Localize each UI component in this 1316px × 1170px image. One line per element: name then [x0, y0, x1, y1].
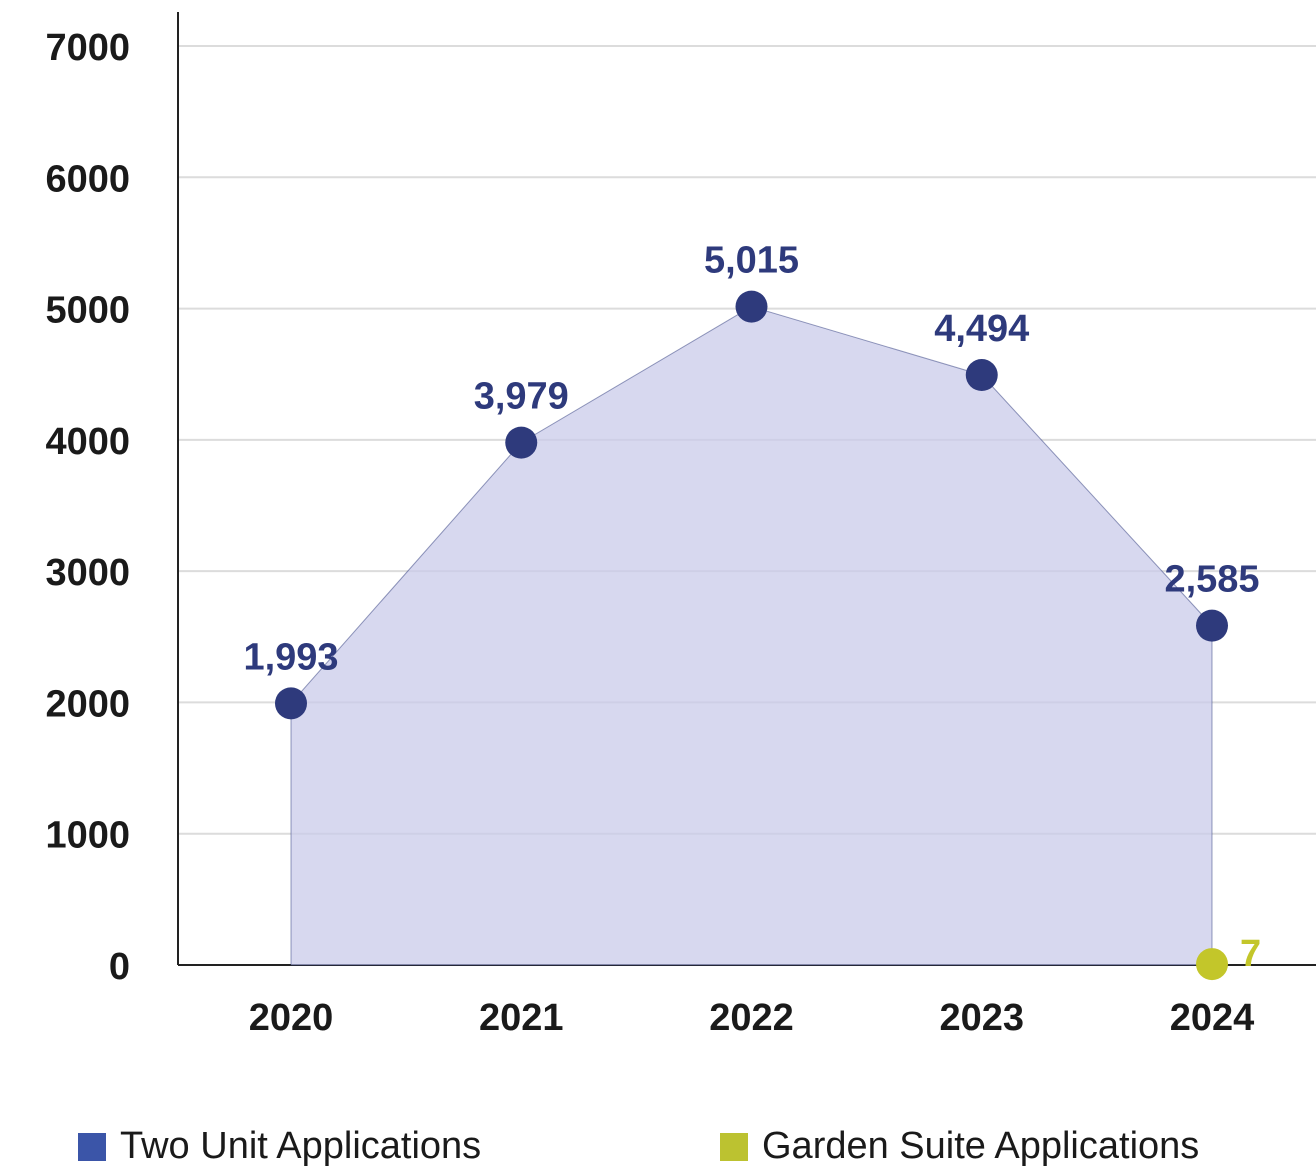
y-tick-label: 5000 [45, 290, 130, 332]
x-tick-label: 2024 [1170, 997, 1255, 1039]
legend-swatch [720, 1133, 748, 1161]
legend-label: Garden Suite Applications [762, 1125, 1199, 1167]
x-tick-label: 2021 [479, 997, 564, 1039]
data-point [965, 359, 998, 392]
data-label: 2,585 [1164, 559, 1259, 601]
data-point [505, 426, 538, 459]
y-tick-label: 6000 [45, 158, 130, 200]
data-point [1196, 948, 1228, 981]
x-tick-label: 2022 [709, 997, 794, 1039]
data-label: 1,993 [243, 636, 338, 678]
x-tick-label: 2023 [939, 997, 1024, 1039]
y-tick-label: 1000 [45, 815, 130, 857]
x-tick-label: 2020 [249, 997, 334, 1039]
data-point [735, 290, 768, 323]
legend-swatch [78, 1133, 106, 1161]
data-label: 3,979 [474, 376, 569, 418]
data-label: 5,015 [704, 240, 799, 282]
y-tick-label: 2000 [45, 683, 130, 725]
area [290, 306, 1213, 966]
legend-label: Two Unit Applications [120, 1125, 481, 1167]
y-tick-label: 3000 [45, 552, 130, 594]
y-tick-label: 4000 [45, 421, 130, 463]
data-label: 7 [1240, 933, 1261, 975]
data-label: 4,494 [934, 308, 1029, 350]
data-point [1196, 609, 1228, 642]
data-point [275, 687, 307, 720]
y-tick-label: 7000 [45, 27, 130, 69]
y-tick-label: 0 [109, 946, 130, 988]
